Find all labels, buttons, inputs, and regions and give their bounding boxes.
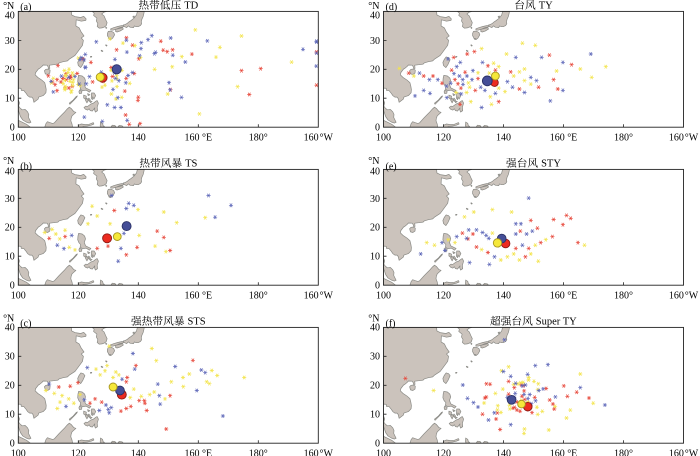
svg-text:0: 0 [10,281,15,292]
svg-text:120: 120 [71,290,86,301]
svg-text:TD: TD [184,1,198,12]
svg-text:40: 40 [5,167,15,178]
svg-text:30: 30 [5,194,15,205]
svg-text:(b): (b) [20,162,32,173]
svg-text:°N: °N [368,314,379,325]
svg-text:180°: 180° [614,132,633,143]
svg-text:180°: 180° [249,448,268,456]
svg-text:°N: °N [368,1,379,12]
svg-text:(a): (a) [20,2,31,13]
svg-text:20: 20 [370,223,380,234]
svg-text:140: 140 [496,290,511,301]
svg-text:0: 0 [10,123,15,134]
svg-text:°N: °N [3,156,14,167]
svg-text:100: 100 [11,132,26,143]
svg-text:100: 100 [11,448,26,456]
svg-text:160 °W: 160 °W [669,448,699,456]
svg-text:30: 30 [370,352,380,363]
svg-text:°N: °N [368,156,379,167]
svg-text:(d): (d) [386,2,398,13]
svg-text:180°: 180° [614,448,633,456]
svg-text:120: 120 [436,132,451,143]
svg-text:140: 140 [131,290,146,301]
svg-text:160 °E: 160 °E [550,132,578,143]
svg-text:160 °E: 160 °E [550,290,578,301]
svg-text:(c): (c) [20,319,31,330]
svg-text:20: 20 [5,65,15,76]
svg-text:140: 140 [496,132,511,143]
svg-text:160 °W: 160 °W [304,132,334,143]
svg-text:160 °E: 160 °E [184,448,212,456]
svg-text:(f): (f) [386,319,396,330]
svg-text:160 °E: 160 °E [184,132,212,143]
svg-text:TY: TY [539,1,553,12]
svg-text:°N: °N [3,314,14,325]
svg-text:140: 140 [496,448,511,456]
svg-text:40: 40 [370,167,380,178]
svg-text:180°: 180° [249,290,268,301]
svg-text:120: 120 [71,132,86,143]
svg-text:100: 100 [11,290,26,301]
svg-text:20: 20 [5,223,15,234]
svg-text:30: 30 [5,352,15,363]
svg-text:120: 120 [436,448,451,456]
svg-text:0: 0 [375,123,380,134]
svg-text:100: 100 [376,132,391,143]
svg-text:TS: TS [185,159,197,170]
svg-text:Super TY: Super TY [536,317,577,328]
svg-text:40: 40 [370,323,380,334]
svg-text:10: 10 [370,252,380,263]
svg-text:140: 140 [131,448,146,456]
svg-text:140: 140 [131,132,146,143]
svg-text:STS: STS [188,317,206,328]
svg-text:10: 10 [5,94,15,105]
svg-text:160 °W: 160 °W [304,290,334,301]
svg-text:30: 30 [5,36,15,47]
svg-text:160 °W: 160 °W [304,448,334,456]
svg-text:40: 40 [5,323,15,334]
svg-text:120: 120 [71,448,86,456]
svg-text:°N: °N [3,1,14,12]
svg-text:40: 40 [5,10,15,21]
svg-text:160 °E: 160 °E [184,290,212,301]
svg-text:180°: 180° [249,132,268,143]
svg-text:100: 100 [376,290,391,301]
svg-text:10: 10 [370,94,380,105]
svg-text:STY: STY [541,159,561,170]
svg-text:0: 0 [375,439,380,450]
svg-text:10: 10 [370,410,380,421]
svg-text:10: 10 [5,252,15,263]
svg-text:120: 120 [436,290,451,301]
svg-text:30: 30 [370,194,380,205]
svg-text:0: 0 [375,281,380,292]
svg-text:20: 20 [370,65,380,76]
svg-text:(e): (e) [386,162,397,173]
svg-text:180°: 180° [614,290,633,301]
svg-text:40: 40 [370,10,380,21]
svg-text:160 °W: 160 °W [669,132,699,143]
svg-text:20: 20 [370,381,380,392]
svg-text:0: 0 [10,439,15,450]
svg-text:160 °E: 160 °E [550,448,578,456]
svg-text:30: 30 [370,36,380,47]
svg-text:100: 100 [376,448,391,456]
svg-text:160 °W: 160 °W [669,290,699,301]
svg-text:10: 10 [5,410,15,421]
svg-text:20: 20 [5,381,15,392]
